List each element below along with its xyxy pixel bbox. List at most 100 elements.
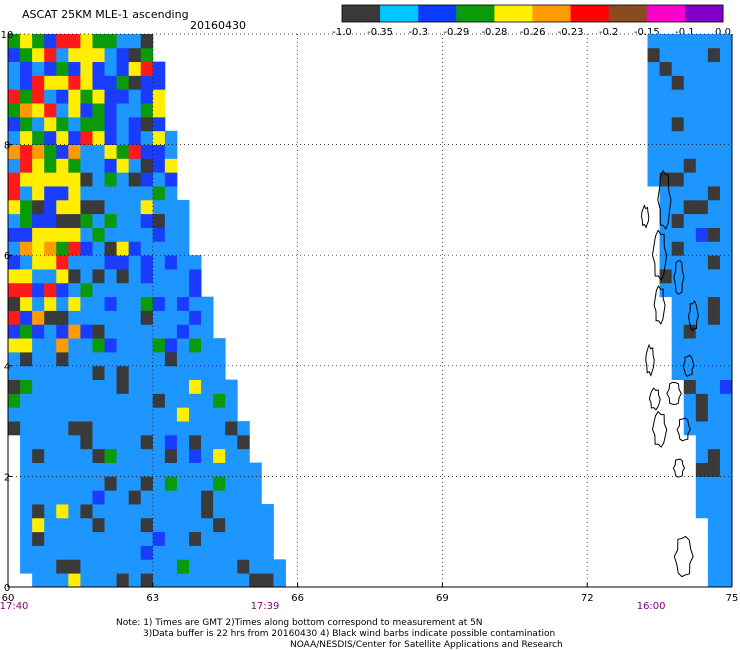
heatmap-cell — [647, 34, 660, 49]
heatmap-cell — [719, 241, 733, 256]
heatmap-cell — [695, 504, 709, 519]
heatmap-cell — [201, 393, 214, 408]
heatmap-cell — [56, 296, 69, 311]
heatmap-cell — [32, 255, 45, 270]
heatmap-cell — [128, 545, 142, 560]
heatmap-cell — [44, 379, 57, 394]
heatmap-cell — [8, 365, 21, 381]
heatmap-cell — [176, 310, 190, 325]
heatmap-cell — [249, 462, 262, 477]
heatmap-cell — [671, 61, 685, 76]
heatmap-cell — [719, 351, 733, 367]
heatmap-cell — [683, 338, 697, 353]
heatmap-cell — [152, 241, 166, 256]
heatmap-cell — [56, 89, 69, 104]
heatmap-cell — [707, 545, 721, 560]
heatmap-cell — [140, 434, 154, 450]
heatmap-cell — [80, 407, 93, 422]
heatmap-cell — [44, 34, 57, 49]
heatmap-cell — [152, 531, 166, 546]
heatmap-cell — [719, 559, 733, 574]
heatmap-cell — [176, 227, 190, 242]
heatmap-cell — [104, 144, 117, 159]
heatmap-cell — [116, 61, 130, 76]
time-label: 17:39 — [251, 601, 280, 612]
heatmap-cell — [44, 462, 57, 477]
heatmap-cell — [8, 75, 21, 90]
heatmap-cell — [104, 103, 117, 118]
heatmap-cell — [176, 338, 190, 353]
heatmap-cell — [225, 559, 238, 574]
heatmap-cell — [116, 490, 130, 505]
heatmap-cell — [56, 434, 69, 450]
heatmap-cell — [32, 47, 45, 63]
heatmap-cell — [80, 351, 93, 367]
heatmap-cell — [671, 351, 685, 367]
heatmap-cell — [152, 504, 166, 519]
heatmap-cell — [164, 434, 178, 450]
heatmap-cell — [92, 324, 105, 339]
heatmap-cell — [128, 186, 142, 201]
heatmap-cell — [237, 490, 250, 505]
heatmap-cell — [56, 213, 69, 228]
heatmap-cell — [140, 338, 154, 353]
heatmap-cell — [237, 545, 250, 560]
heatmap-cell — [116, 227, 130, 242]
heatmap-cell — [152, 199, 166, 215]
colorbar-swatch — [342, 5, 381, 22]
heatmap-cell — [249, 517, 262, 533]
heatmap-cell — [707, 130, 721, 145]
time-labels: 17:40 17:39 16:00 — [0, 601, 666, 612]
heatmap-cell — [80, 476, 93, 491]
colorbar-tick-label: -0.2 — [599, 27, 619, 38]
heatmap-cell — [128, 365, 142, 381]
heatmap-cell — [140, 421, 154, 436]
heatmap-cell — [8, 61, 21, 76]
heatmap-cell — [20, 393, 33, 408]
colorbar-swatch — [570, 5, 610, 22]
heatmap-cell — [164, 379, 178, 394]
heatmap-cell — [56, 407, 69, 422]
heatmap-cell — [201, 462, 214, 477]
heatmap-cell — [671, 213, 685, 228]
colorbar-swatch — [532, 5, 572, 22]
heatmap-cell — [273, 573, 286, 588]
heatmap-cell — [683, 186, 697, 201]
heatmap-cell — [176, 517, 190, 533]
heatmap-cell — [201, 517, 214, 533]
heatmap-cell — [8, 47, 21, 63]
heatmap-cell — [68, 75, 81, 90]
heatmap-cell — [647, 158, 660, 173]
heatmap-cell — [164, 213, 178, 228]
heatmap-cell — [213, 517, 226, 533]
heatmap-cell — [152, 103, 166, 118]
heatmap-cell — [80, 116, 93, 132]
heatmap-cell — [32, 144, 45, 159]
heatmap-cell — [104, 324, 117, 339]
heatmap-cell — [140, 172, 154, 187]
heatmap-cell — [116, 393, 130, 408]
time-label: 16:00 — [637, 601, 666, 612]
heatmap-cell — [20, 559, 33, 574]
heatmap-cell — [719, 531, 733, 546]
heatmap-cell — [659, 282, 673, 298]
heatmap-cell — [20, 490, 33, 505]
heatmap-cell — [719, 116, 733, 132]
heatmap-cell — [20, 476, 33, 491]
heatmap-cell — [44, 545, 57, 560]
heatmap-cell — [225, 421, 238, 436]
heatmap-cell — [128, 34, 142, 49]
heatmap-cell — [104, 448, 117, 463]
heatmap-cell — [671, 310, 685, 325]
heatmap-cell — [32, 282, 45, 298]
heatmap-cell — [695, 421, 709, 436]
heatmap-cell — [32, 448, 45, 463]
heatmap-cell — [659, 61, 673, 76]
heatmap-cell — [659, 89, 673, 104]
heatmap-cell — [189, 490, 202, 505]
heatmap-cell — [647, 89, 660, 104]
heatmap-cell — [213, 504, 226, 519]
heatmap-cell — [68, 227, 81, 242]
heatmap-cell — [116, 559, 130, 574]
heatmap-cell — [92, 130, 105, 145]
